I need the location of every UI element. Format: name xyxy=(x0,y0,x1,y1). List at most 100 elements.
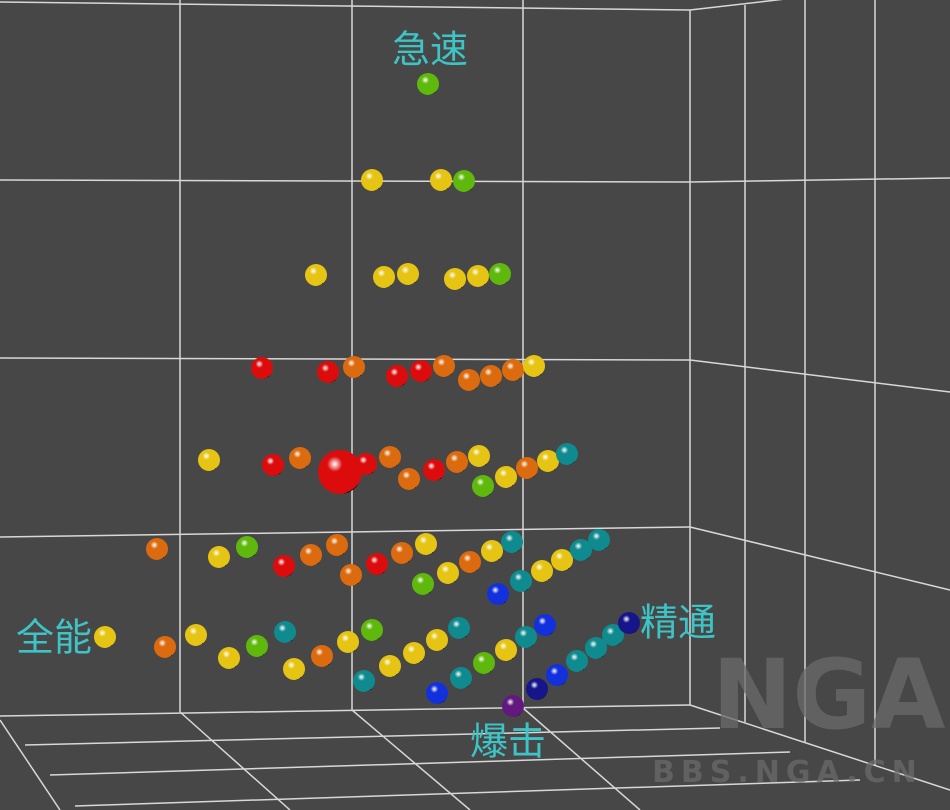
sphere xyxy=(448,617,470,639)
sphere xyxy=(446,451,468,473)
sphere xyxy=(198,449,220,471)
sphere xyxy=(618,612,640,634)
sphere xyxy=(551,549,573,571)
sphere xyxy=(236,536,258,558)
sphere xyxy=(379,655,401,677)
sphere xyxy=(218,647,240,669)
grid-line xyxy=(24,727,721,746)
sphere xyxy=(340,564,362,586)
sphere xyxy=(317,361,339,383)
sphere xyxy=(386,365,408,387)
sphere xyxy=(480,365,502,387)
axis-label-right: 精通 xyxy=(640,601,716,645)
sphere xyxy=(366,553,388,575)
sphere xyxy=(537,450,559,472)
sphere xyxy=(373,266,395,288)
sphere xyxy=(534,614,556,636)
grid-line xyxy=(689,177,950,183)
sphere xyxy=(502,359,524,381)
sphere xyxy=(417,73,439,95)
sphere xyxy=(523,355,545,377)
sphere xyxy=(305,264,327,286)
sphere xyxy=(467,265,489,287)
sphere xyxy=(337,631,359,653)
sphere xyxy=(391,542,413,564)
sphere xyxy=(262,454,284,476)
sphere xyxy=(472,475,494,497)
sphere xyxy=(361,169,383,191)
sphere xyxy=(300,544,322,566)
sphere xyxy=(410,360,432,382)
sphere xyxy=(495,466,517,488)
sphere xyxy=(487,583,509,605)
sphere xyxy=(423,459,445,481)
sphere xyxy=(546,664,568,686)
sphere xyxy=(458,369,480,391)
sphere xyxy=(154,636,176,658)
sphere xyxy=(566,650,588,672)
axis-label-left: 全能 xyxy=(16,616,92,660)
sphere xyxy=(437,562,459,584)
sphere xyxy=(326,534,348,556)
sphere xyxy=(415,533,437,555)
grid-line xyxy=(74,779,861,807)
grid-line xyxy=(0,719,61,810)
sphere xyxy=(274,621,296,643)
sphere xyxy=(397,263,419,285)
sphere xyxy=(273,555,295,577)
sphere xyxy=(453,170,475,192)
sphere xyxy=(146,538,168,560)
sphere xyxy=(459,551,481,573)
sphere xyxy=(379,446,401,468)
sphere xyxy=(489,263,511,285)
sphere xyxy=(516,457,538,479)
sphere xyxy=(426,682,448,704)
watermark-site: BBS.NGA.CN xyxy=(652,755,923,790)
sphere xyxy=(343,356,365,378)
axis-label-bottom: 爆击 xyxy=(470,720,546,764)
sphere xyxy=(556,443,578,465)
spheres xyxy=(94,73,640,717)
sphere xyxy=(246,635,268,657)
grid-line xyxy=(0,357,691,361)
sphere xyxy=(251,357,273,379)
sphere xyxy=(398,468,420,490)
sphere xyxy=(531,560,553,582)
sphere xyxy=(588,529,610,551)
grid-line xyxy=(0,1,691,11)
sphere xyxy=(318,450,362,494)
sphere xyxy=(412,573,434,595)
sphere xyxy=(444,268,466,290)
sphere xyxy=(353,670,375,692)
grid-line xyxy=(689,359,950,393)
grid-line xyxy=(689,526,950,591)
sphere xyxy=(311,645,333,667)
sphere xyxy=(289,447,311,469)
grid-line xyxy=(0,704,691,717)
sphere xyxy=(450,667,472,689)
sphere xyxy=(361,619,383,641)
grid-line xyxy=(0,179,691,183)
sphere xyxy=(502,695,524,717)
grid-line xyxy=(49,751,791,776)
grid-line xyxy=(689,0,784,11)
grid-line xyxy=(179,711,291,810)
sphere xyxy=(570,539,592,561)
sphere xyxy=(403,642,425,664)
sphere xyxy=(94,626,116,648)
watermark-logo: NGA xyxy=(712,639,945,751)
sphere xyxy=(468,445,490,467)
sphere xyxy=(283,658,305,680)
sphere xyxy=(430,169,452,191)
sphere xyxy=(208,546,230,568)
sphere xyxy=(481,540,503,562)
sphere xyxy=(473,652,495,674)
grid-line xyxy=(689,704,950,791)
sphere xyxy=(526,678,548,700)
sphere xyxy=(501,531,523,553)
sphere xyxy=(185,624,207,646)
